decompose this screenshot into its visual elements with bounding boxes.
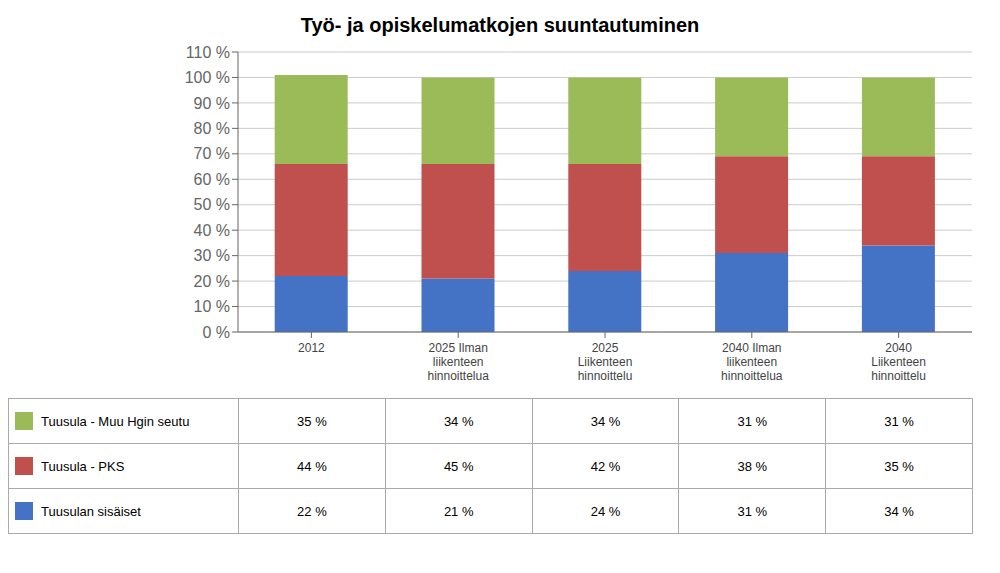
html-text:Tuusulan sisäiset: Tuusulan sisäiset: [41, 503, 141, 519]
html-text:24 %: 24 %: [590, 503, 621, 519]
svg-text:110 %: 110 %: [186, 44, 230, 61]
html-text:31 %: 31 %: [884, 413, 914, 429]
svg-text:80 %: 80 %: [194, 120, 230, 137]
svg-text:2012: 2012: [298, 341, 325, 355]
svg-text:40 %: 40 %: [194, 222, 230, 239]
svg-text:100 %: 100 %: [185, 69, 230, 86]
html-text:34 %: 34 %: [443, 413, 474, 429]
svg-text:60 %: 60 %: [194, 171, 230, 188]
html-text:44 %: 44 %: [297, 458, 327, 474]
html-text:38 %: 38 %: [737, 458, 768, 474]
html-text:Työ- ja opiskelumatkojen suunt: Työ- ja opiskelumatkojen suuntautuminen: [300, 14, 700, 36]
html-text:Tuusula - Muu Hgin seutu: Tuusula - Muu Hgin seutu: [41, 413, 190, 429]
svg-text:70 %: 70 %: [194, 145, 230, 162]
html-text:21 %: 21 %: [443, 503, 474, 519]
html-text:31 %: 31 %: [737, 413, 768, 429]
svg-text:2025Liikenteenhinnoittelu: 2025Liikenteenhinnoittelu: [578, 341, 633, 383]
html-text:22 %: 22 %: [297, 503, 327, 519]
html-text:Tuusula - PKS: Tuusula - PKS: [41, 458, 125, 474]
html-text:34 %: 34 %: [590, 413, 621, 429]
svg-text:2040Liikenteenhinnoittelu: 2040Liikenteenhinnoittelu: [871, 341, 926, 383]
html-text:35 %: 35 %: [884, 458, 914, 474]
html-text:42 %: 42 %: [590, 458, 621, 474]
html-text:35 %: 35 %: [297, 413, 327, 429]
svg-text:2025 Ilmanliikenteenhinnoittel: 2025 Ilmanliikenteenhinnoittelua: [428, 341, 490, 383]
svg-text:90 %: 90 %: [194, 95, 230, 112]
html-text:31 %: 31 %: [737, 503, 768, 519]
html-text:45 %: 45 %: [443, 458, 474, 474]
svg-text:10 %: 10 %: [194, 298, 230, 315]
svg-text:50 %: 50 %: [194, 196, 230, 213]
svg-text:0 %: 0 %: [202, 324, 230, 341]
svg-text:20 %: 20 %: [194, 273, 230, 290]
svg-text:2040 Ilmanliikenteenhinnoittel: 2040 Ilmanliikenteenhinnoittelua: [721, 341, 783, 383]
html-text:34 %: 34 %: [884, 503, 914, 519]
svg-text:30 %: 30 %: [194, 247, 230, 264]
